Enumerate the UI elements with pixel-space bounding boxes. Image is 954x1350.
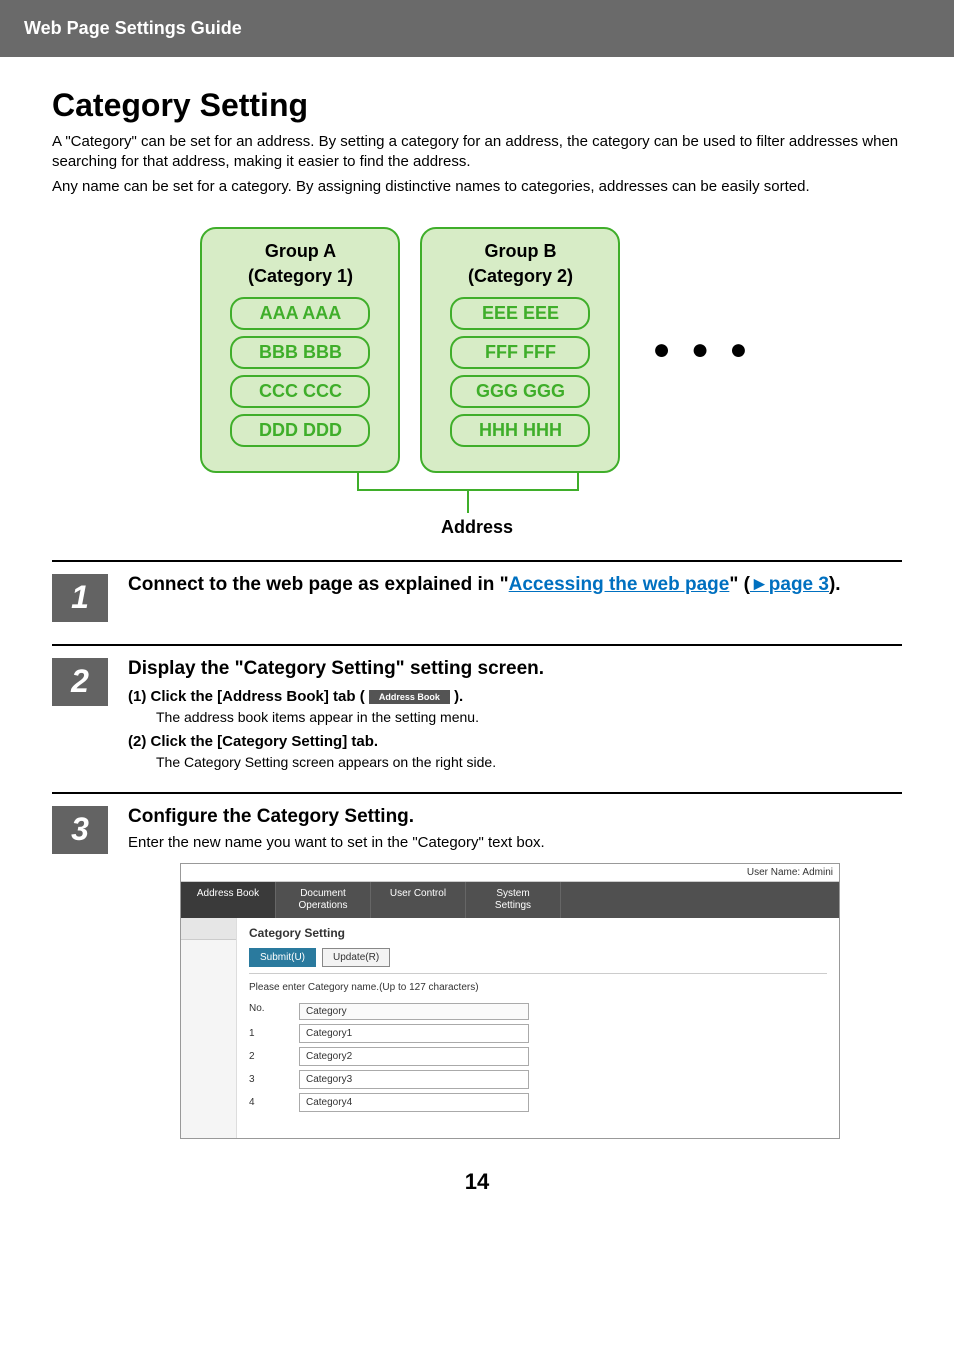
page-3-link[interactable]: page 3 (769, 574, 829, 595)
group-a-item: BBB BBB (230, 336, 370, 369)
category-input[interactable] (299, 1070, 529, 1089)
category-setting-screenshot: User Name: Admini Address Book Document … (180, 863, 840, 1139)
group-b-item: FFF FFF (450, 336, 590, 369)
group-a-box: Group A (Category 1) AAA AAA BBB BBB CCC… (200, 227, 400, 473)
group-a-item: DDD DDD (230, 414, 370, 447)
step-2-item-1-label: (1) Click the [Address Book] tab ( Addre… (128, 688, 463, 705)
col-category: Category (299, 1003, 529, 1020)
tab-system-settings[interactable]: System Settings (466, 882, 561, 918)
tab-user-control[interactable]: User Control (371, 882, 466, 918)
row-no: 4 (249, 1097, 299, 1108)
step-2-item-2: (2) Click the [Category Setting] tab. Th… (128, 733, 902, 770)
step-2-title: Display the "Category Setting" setting s… (128, 658, 902, 680)
guide-header: Web Page Settings Guide (0, 0, 954, 57)
group-a-item: AAA AAA (230, 297, 370, 330)
step-1: 1 Connect to the web page as explained i… (52, 574, 902, 622)
address-label: Address (441, 517, 513, 538)
group-b-subtitle: (Category 2) (436, 266, 604, 287)
step-3-title: Configure the Category Setting. (128, 806, 902, 828)
step-number: 3 (52, 806, 108, 854)
intro-para-1: A "Category" can be set for an address. … (52, 132, 902, 173)
table-row: 1 (249, 1024, 827, 1043)
row-no: 3 (249, 1074, 299, 1085)
group-a-subtitle: (Category 1) (216, 266, 384, 287)
group-a-title: Group A (216, 241, 384, 262)
group-b-item: EEE EEE (450, 297, 590, 330)
group-b-box: Group B (Category 2) EEE EEE FFF FFF GGG… (420, 227, 620, 473)
diagram-connector (247, 473, 707, 513)
divider (52, 560, 902, 562)
group-b-title: Group B (436, 241, 604, 262)
category-table: No. Category 1 2 (249, 1003, 827, 1112)
screenshot-user-label: User Name: Admini (181, 864, 839, 882)
submit-button[interactable]: Submit(U) (249, 948, 316, 967)
screenshot-divider (249, 973, 827, 974)
screenshot-note: Please enter Category name.(Up to 127 ch… (249, 982, 827, 993)
guide-title: Web Page Settings Guide (24, 18, 242, 38)
step-1-mid: " ( (729, 574, 750, 595)
col-no: No. (249, 1003, 299, 1020)
step-3: 3 Configure the Category Setting. Enter … (52, 806, 902, 1139)
intro-para-2: Any name can be set for a category. By a… (52, 177, 902, 197)
step-2-item-1: (1) Click the [Address Book] tab ( Addre… (128, 688, 902, 725)
page-number: 14 (52, 1169, 902, 1195)
step-2-item-2-label: (2) Click the [Category Setting] tab. (128, 733, 378, 750)
page-content: Category Setting A "Category" can be set… (0, 57, 954, 1225)
group-b-item: GGG GGG (450, 375, 590, 408)
category-diagram: Group A (Category 1) AAA AAA BBB BBB CCC… (52, 227, 902, 538)
step-1-pre: Connect to the web page as explained in … (128, 574, 509, 595)
update-button[interactable]: Update(R) (322, 948, 390, 967)
screenshot-sidebar (181, 918, 237, 1138)
page-ref-arrow: ► (750, 574, 769, 595)
step-3-desc: Enter the new name you want to set in th… (128, 834, 902, 851)
step-1-text: Connect to the web page as explained in … (128, 574, 902, 596)
tab-address-book[interactable]: Address Book (181, 882, 276, 918)
intro-block: A "Category" can be set for an address. … (52, 132, 902, 197)
category-input[interactable] (299, 1093, 529, 1112)
divider (52, 792, 902, 794)
step-number: 1 (52, 574, 108, 622)
accessing-web-page-link[interactable]: Accessing the web page (509, 574, 730, 595)
ellipsis-dots: ● ● ● (640, 333, 753, 367)
table-row: 2 (249, 1047, 827, 1066)
row-no: 1 (249, 1028, 299, 1039)
address-book-tab-chip: Address Book (369, 690, 450, 704)
page-heading: Category Setting (52, 87, 902, 124)
category-input[interactable] (299, 1047, 529, 1066)
step-2: 2 Display the "Category Setting" setting… (52, 658, 902, 770)
group-a-item: CCC CCC (230, 375, 370, 408)
row-no: 2 (249, 1051, 299, 1062)
divider (52, 644, 902, 646)
screenshot-tabs: Address Book Document Operations User Co… (181, 882, 839, 918)
step-2-item-2-desc: The Category Setting screen appears on t… (156, 754, 902, 770)
step-number: 2 (52, 658, 108, 706)
table-row: 3 (249, 1070, 827, 1089)
screenshot-main: Category Setting Submit(U) Update(R) Ple… (237, 918, 839, 1138)
screenshot-panel-title: Category Setting (249, 926, 827, 940)
group-b-item: HHH HHH (450, 414, 590, 447)
tab-document-operations[interactable]: Document Operations (276, 882, 371, 918)
category-input[interactable] (299, 1024, 529, 1043)
step-2-item-1-desc: The address book items appear in the set… (156, 709, 902, 725)
table-row: 4 (249, 1093, 827, 1112)
step-1-post: ). (829, 574, 841, 595)
